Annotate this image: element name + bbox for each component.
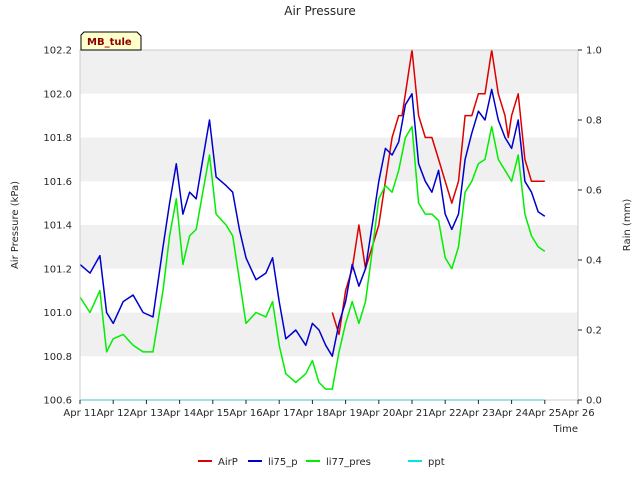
y-axis-label: Air Pressure (kPa) bbox=[10, 181, 21, 269]
y-tick-label: 100.8 bbox=[43, 352, 72, 363]
y-tick-label: 101.6 bbox=[43, 177, 72, 188]
legend-label: li75_p bbox=[268, 457, 298, 468]
y2-tick-label: 0.8 bbox=[586, 116, 602, 127]
y-tick-label: 101.4 bbox=[43, 221, 72, 232]
site-label: MB_tule bbox=[87, 37, 132, 48]
x-tick-label: Apr 26 bbox=[561, 408, 594, 419]
legend-label: AirP bbox=[218, 457, 238, 468]
y-tick-label: 102.2 bbox=[43, 46, 72, 57]
y2-tick-label: 0.2 bbox=[586, 326, 602, 337]
legend-label: li77_pres bbox=[326, 457, 371, 468]
y-axis-left: 100.6 100.8 101.0 101.2 101.4 101.6 101.8 102.0… bbox=[43, 46, 72, 407]
x-tick-label: Apr 23 bbox=[462, 408, 495, 419]
x-tick-label: Apr 14 bbox=[163, 408, 196, 419]
x-tick-label: Apr 25 bbox=[528, 408, 561, 419]
x-axis-label: Time bbox=[553, 424, 578, 435]
site-label-box: MB_tule bbox=[80, 31, 142, 51]
x-tick-label: Apr 12 bbox=[97, 408, 130, 419]
y-axis-right: 0.0 0.2 0.4 0.6 0.8 1.0 bbox=[578, 46, 602, 407]
legend-label: ppt bbox=[428, 457, 445, 468]
plot-frame bbox=[79, 49, 579, 401]
series-line-airp bbox=[331, 49, 545, 336]
x-tick-label: Apr 22 bbox=[429, 408, 462, 419]
grid-band bbox=[80, 50, 578, 94]
x-tick-label: Apr 19 bbox=[329, 408, 362, 419]
legend: AirP li75_p li77_pres ppt bbox=[198, 457, 445, 468]
y2-tick-label: 1.0 bbox=[586, 46, 602, 57]
x-tick-label: Apr 17 bbox=[263, 408, 296, 419]
x-tick-label: Apr 13 bbox=[130, 408, 163, 419]
y2-tick-label: 0.4 bbox=[586, 256, 602, 267]
y-tick-label: 102.0 bbox=[43, 89, 72, 100]
grid-band bbox=[80, 225, 578, 269]
x-tick-label: Apr 11 bbox=[63, 408, 96, 419]
x-axis: Apr 11 Apr 12 Apr 13 Apr 14 Apr 15 Apr 16 Apr … bbox=[63, 400, 595, 419]
x-tick-label: Apr 16 bbox=[229, 408, 262, 419]
y2-tick-label: 0.6 bbox=[586, 186, 602, 197]
grid-band bbox=[80, 312, 578, 357]
series-line-li75-p bbox=[79, 88, 546, 357]
chart-title: Air Pressure bbox=[284, 4, 356, 18]
series-line-li77-pres bbox=[79, 125, 546, 390]
grid-band bbox=[80, 137, 578, 182]
x-tick-label: Apr 15 bbox=[196, 408, 229, 419]
y-tick-label: 101.0 bbox=[43, 308, 72, 319]
y-tick-label: 101.2 bbox=[43, 264, 72, 275]
grid-bands bbox=[80, 50, 578, 357]
y2-axis-label: Rain (mm) bbox=[622, 199, 633, 252]
x-tick-label: Apr 24 bbox=[495, 408, 528, 419]
x-tick-label: Apr 21 bbox=[395, 408, 428, 419]
x-tick-label: Apr 18 bbox=[296, 408, 329, 419]
y-tick-label: 101.8 bbox=[43, 133, 72, 144]
y2-tick-label: 0.0 bbox=[586, 396, 602, 407]
y-tick-label: 100.6 bbox=[43, 396, 72, 407]
x-tick-label: Apr 20 bbox=[362, 408, 395, 419]
